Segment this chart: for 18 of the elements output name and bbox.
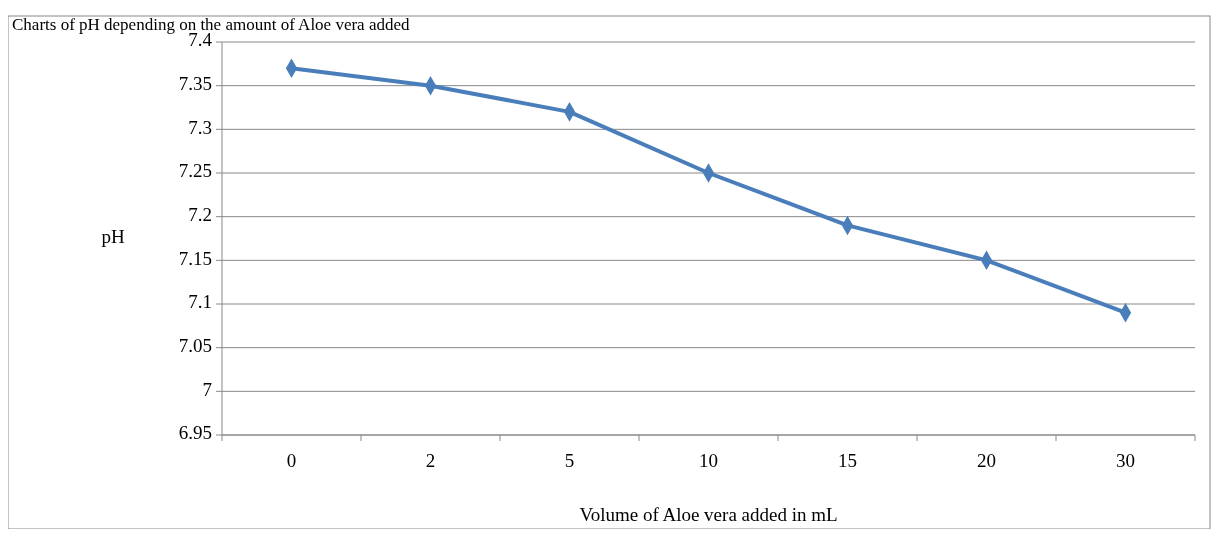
x-tick-label: 20 — [977, 450, 996, 471]
y-tick-label: 7.35 — [178, 73, 212, 95]
y-tick-label: 7 — [202, 378, 212, 400]
x-tick-label: 2 — [425, 450, 436, 471]
y-tick-label: 7.3 — [188, 116, 212, 138]
x-tick-label: 15 — [838, 450, 857, 471]
x-tick-label: 5 — [564, 450, 575, 471]
x-tick-label: 0 — [286, 450, 297, 471]
y-tick-label: 6.95 — [178, 422, 212, 444]
y-tick-label: 7.25 — [178, 160, 212, 182]
x-tick-label: 10 — [699, 450, 718, 471]
y-axis-title: pH — [101, 225, 125, 247]
y-tick-label: 7.2 — [188, 204, 212, 226]
y-tick-label: 7.05 — [178, 335, 212, 357]
x-tick-label: 30 — [1116, 450, 1135, 471]
y-tick-label: 7.15 — [178, 247, 212, 269]
y-tick-label: 7.1 — [188, 291, 212, 313]
x-axis-title: Volume of Aloe vera added in mL — [579, 504, 838, 525]
